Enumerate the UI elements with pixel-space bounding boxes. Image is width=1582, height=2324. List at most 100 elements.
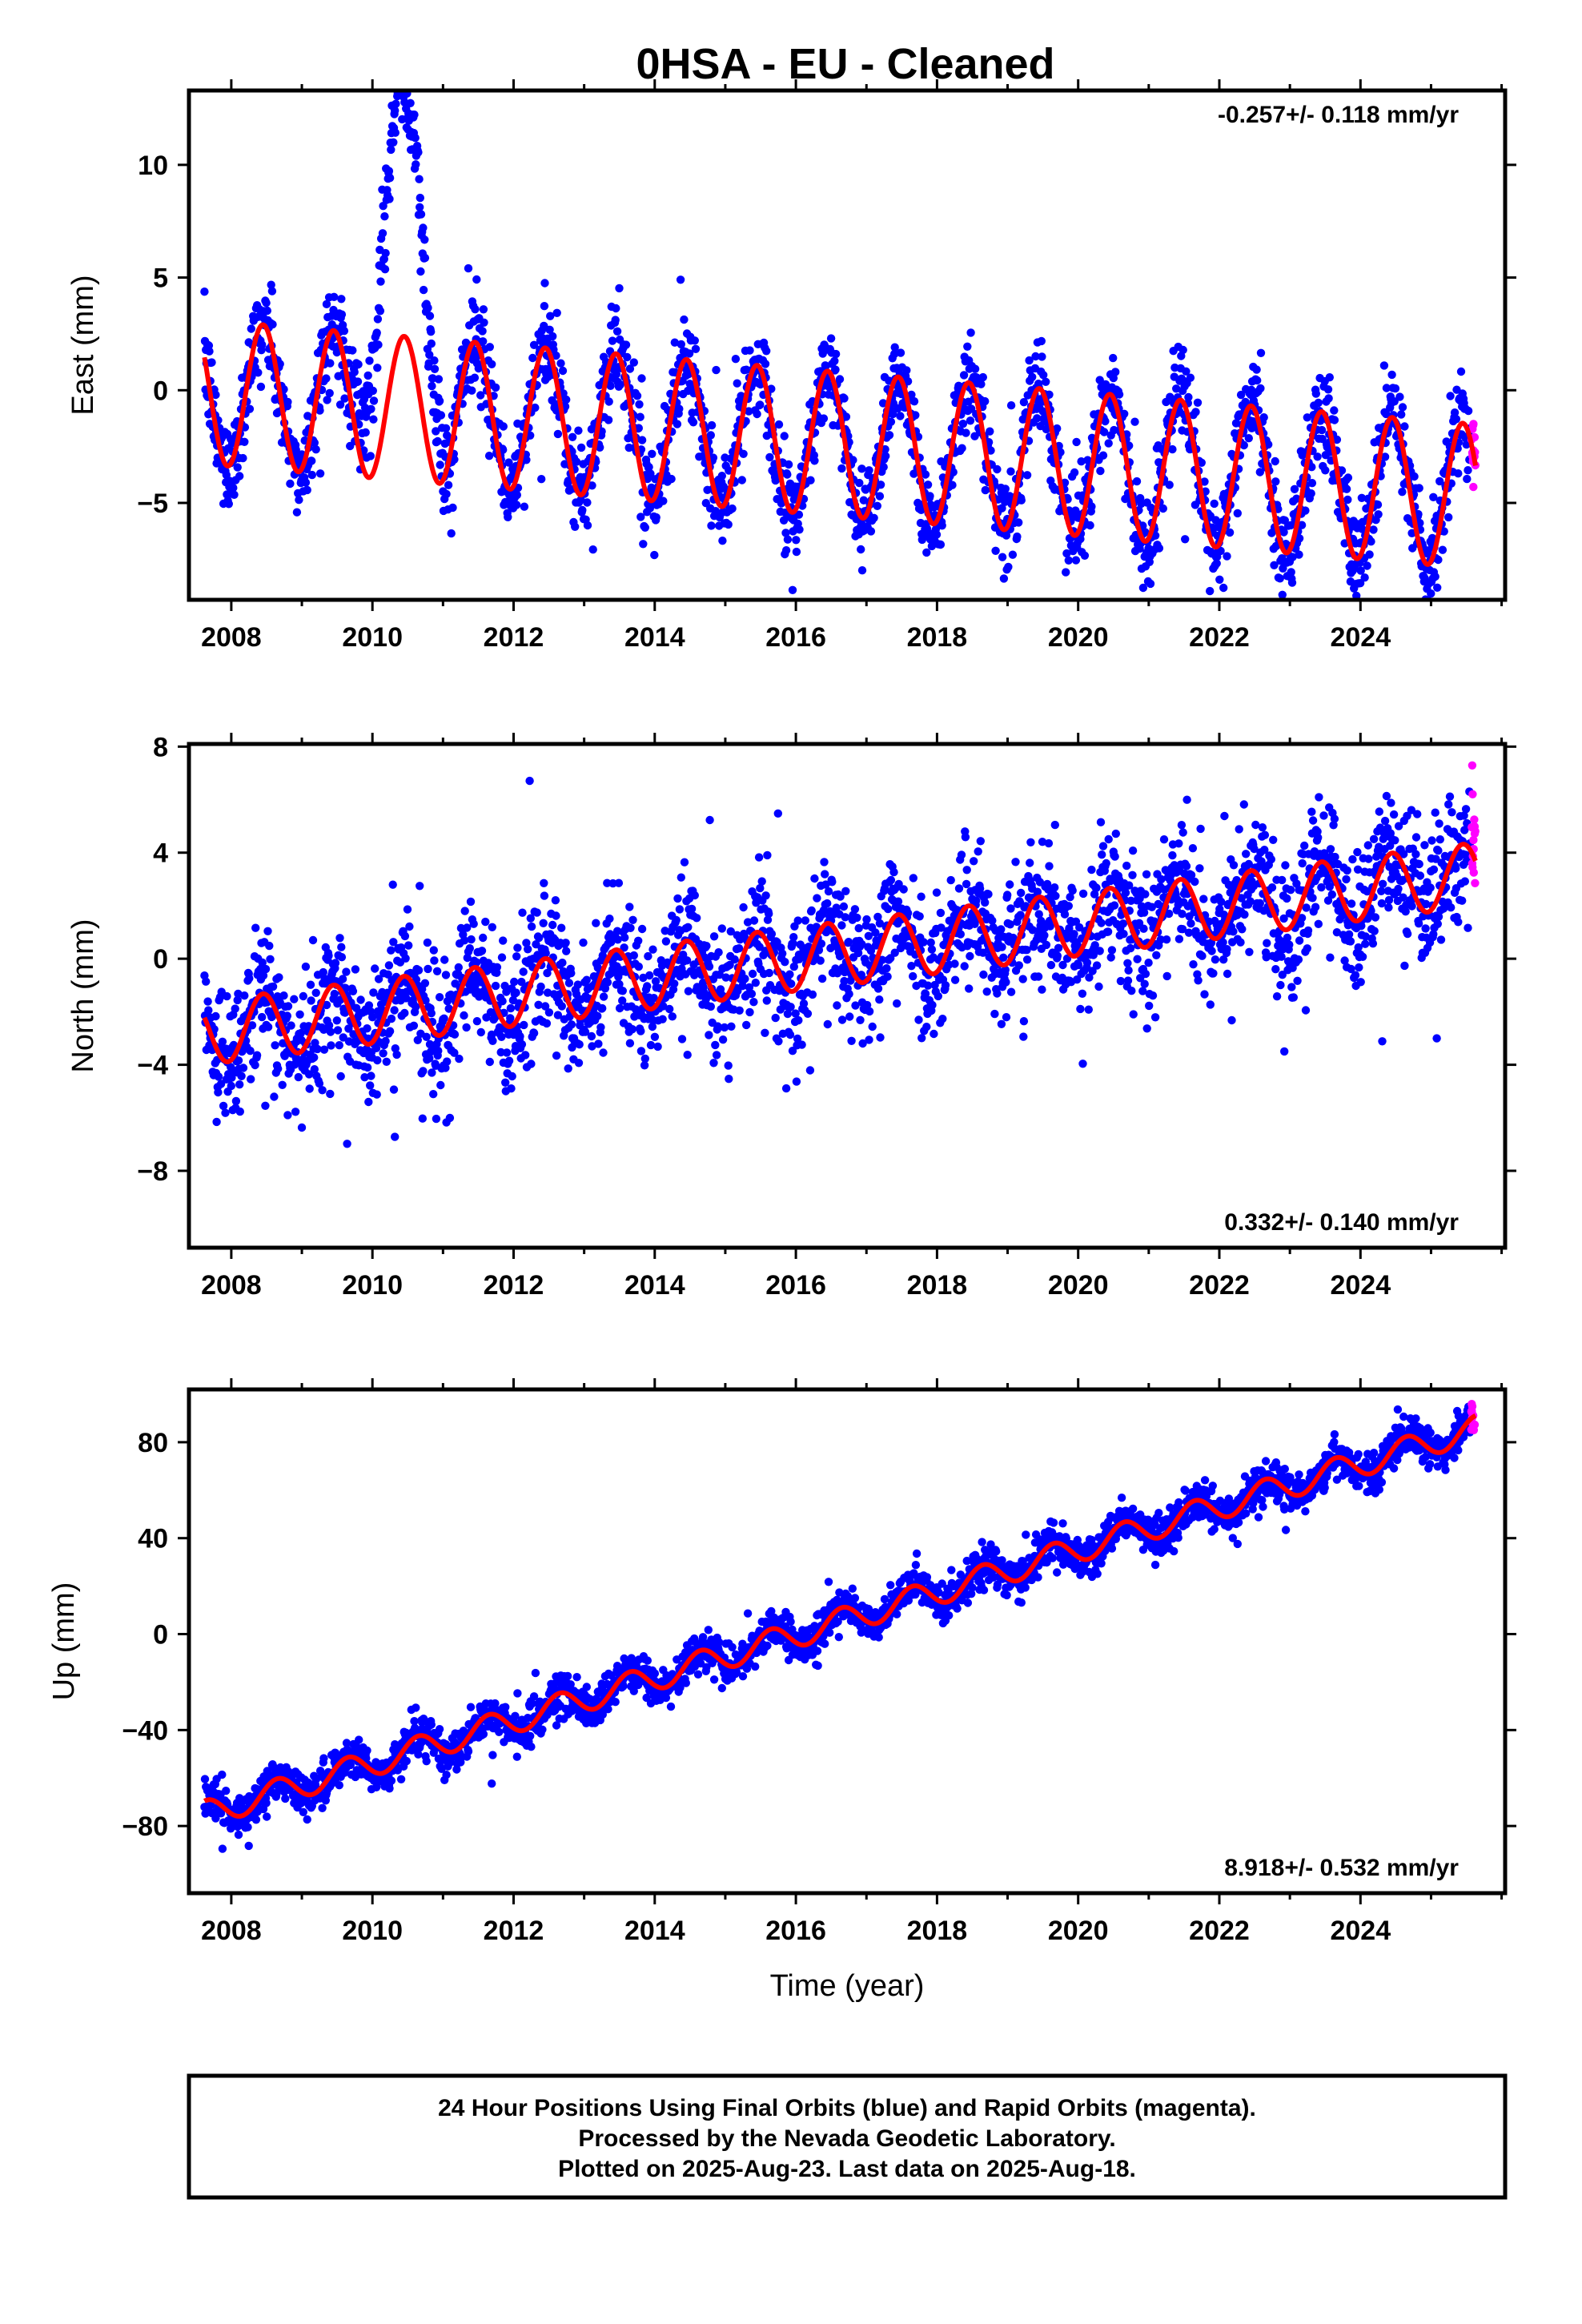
final-orbit-point <box>578 505 587 515</box>
final-orbit-point <box>950 959 959 968</box>
final-orbit-point <box>409 1021 419 1031</box>
final-orbit-point <box>950 975 960 984</box>
final-orbit-point <box>855 478 864 488</box>
final-orbit-point <box>470 373 480 382</box>
final-orbit-point <box>690 336 699 345</box>
final-orbit-point <box>270 1092 279 1101</box>
final-orbit-point <box>765 968 773 978</box>
final-orbit-point <box>1293 976 1302 986</box>
final-orbit-point <box>1092 961 1102 970</box>
final-orbit-point <box>1142 870 1151 879</box>
final-orbit-point <box>1051 891 1060 901</box>
final-orbit-point <box>707 521 716 530</box>
final-orbit-point <box>1022 955 1032 964</box>
final-orbit-point <box>1379 361 1389 370</box>
final-orbit-point <box>604 416 613 424</box>
final-orbit-point <box>240 991 249 1000</box>
final-orbit-point <box>558 959 567 967</box>
final-orbit-point <box>938 1015 947 1023</box>
final-orbit-point <box>1435 476 1444 486</box>
final-orbit-point <box>450 455 459 464</box>
final-orbit-point <box>1239 800 1249 809</box>
final-orbit-point <box>1014 961 1024 970</box>
final-orbit-point <box>339 1033 347 1042</box>
final-orbit-point <box>1288 553 1297 561</box>
final-orbit-point <box>504 1056 514 1065</box>
final-orbit-point <box>963 342 972 351</box>
final-orbit-point <box>634 936 643 946</box>
final-orbit-point <box>1420 573 1429 583</box>
final-orbit-point <box>650 1032 660 1042</box>
final-orbit-point <box>620 933 629 942</box>
final-orbit-point <box>279 991 288 1000</box>
final-orbit-point <box>261 1101 270 1111</box>
final-orbit-point <box>1096 466 1105 476</box>
final-orbit-point <box>211 390 220 400</box>
final-orbit-point <box>596 443 604 452</box>
final-orbit-point <box>399 59 407 67</box>
final-orbit-point <box>416 267 425 276</box>
final-orbit-point <box>227 1073 236 1082</box>
final-orbit-point <box>889 349 899 359</box>
final-orbit-point <box>378 229 387 238</box>
final-orbit-point <box>214 1072 223 1081</box>
final-orbit-point <box>504 458 513 467</box>
final-orbit-point <box>672 915 681 925</box>
final-orbit-point <box>926 492 934 501</box>
final-orbit-point <box>909 397 919 406</box>
final-orbit-point <box>1191 408 1200 416</box>
final-orbit-point <box>562 947 571 955</box>
final-orbit-point <box>278 1080 287 1090</box>
final-orbit-point <box>596 1023 605 1032</box>
final-orbit-point <box>690 891 699 900</box>
final-orbit-point <box>512 988 520 997</box>
final-orbit-point <box>429 946 438 955</box>
final-orbit-point <box>739 903 748 912</box>
final-orbit-point <box>1172 384 1181 393</box>
final-orbit-point <box>1114 390 1124 399</box>
final-orbit-point <box>626 923 635 933</box>
final-orbit-point <box>467 935 476 944</box>
final-orbit-point <box>363 371 372 380</box>
final-orbit-point <box>1395 392 1404 401</box>
final-orbit-point <box>520 1020 528 1030</box>
final-orbit-point <box>914 1015 923 1024</box>
final-orbit-point <box>636 1027 645 1035</box>
final-orbit-point <box>1322 731 1330 739</box>
final-orbit-point <box>936 908 946 918</box>
final-orbit-point <box>709 1059 718 1068</box>
final-orbit-point <box>873 501 882 510</box>
x-tick-label: 2016 <box>765 622 826 653</box>
final-orbit-point <box>1295 550 1303 559</box>
final-orbit-point <box>1006 467 1015 476</box>
final-orbit-point <box>784 460 793 469</box>
final-orbit-point <box>957 850 966 859</box>
final-orbit-point <box>683 1051 692 1059</box>
final-orbit-point <box>754 853 764 862</box>
final-orbit-point <box>737 476 746 485</box>
final-orbit-point <box>435 993 444 1002</box>
final-orbit-point <box>369 396 379 405</box>
final-orbit-point <box>416 882 424 891</box>
final-orbit-point <box>1206 586 1215 596</box>
final-orbit-point <box>319 1045 329 1054</box>
final-orbit-point <box>1263 939 1271 947</box>
final-orbit-point <box>1154 544 1164 553</box>
final-orbit-point <box>623 352 632 362</box>
final-orbit-point <box>373 364 382 372</box>
final-orbit-point <box>1258 823 1267 832</box>
y-tick-label: 0 <box>153 376 168 406</box>
final-orbit-point <box>962 866 971 875</box>
final-orbit-point <box>356 995 365 1004</box>
final-orbit-point <box>778 949 787 958</box>
final-orbit-point <box>499 445 508 454</box>
final-orbit-point <box>403 905 412 914</box>
final-orbit-point <box>271 1041 279 1050</box>
final-orbit-point <box>235 472 244 480</box>
final-orbit-point <box>928 1000 937 1010</box>
final-orbit-point <box>434 375 444 384</box>
final-orbit-point <box>389 138 398 147</box>
final-orbit-point <box>1028 372 1037 381</box>
final-orbit-point <box>717 472 726 480</box>
final-orbit-point <box>749 998 758 1007</box>
